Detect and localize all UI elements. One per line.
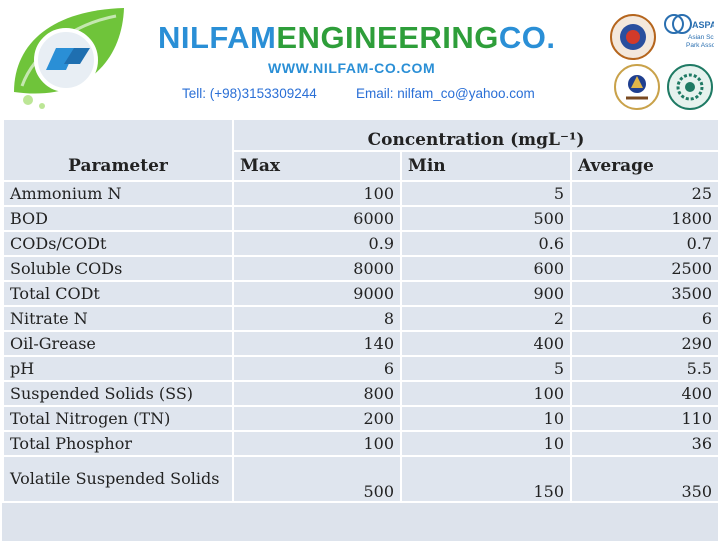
average-value: 1800 xyxy=(569,205,718,232)
column-header-average: Average xyxy=(569,150,718,182)
svg-text:Park Association: Park Association xyxy=(686,42,714,49)
website-link[interactable]: WWW.NILFAM-CO.COM xyxy=(268,60,436,76)
email-address[interactable]: Email: nilfam_co@yahoo.com xyxy=(356,86,535,101)
company-title-part1: NILFAM xyxy=(158,20,277,55)
company-title-part3: CO. xyxy=(498,20,556,55)
max-value: 500 xyxy=(232,455,402,503)
concentration-table: Parameter Concentration (mgL⁻¹) Max Min … xyxy=(2,118,718,503)
svg-text:Asian Science: Asian Science xyxy=(688,34,714,41)
min-value: 5 xyxy=(400,180,572,207)
table-row: Total Phosphor 100 10 36 xyxy=(2,430,718,457)
table-row: Suspended Solids (SS) 800 100 400 xyxy=(2,380,718,407)
park-emblem-icon xyxy=(614,64,660,110)
company-logo-icon xyxy=(14,8,124,109)
table-row: BOD 6000 500 1800 xyxy=(2,205,718,232)
table-row: CODs/CODt 0.9 0.6 0.7 xyxy=(2,230,718,257)
parameter-header: Parameter xyxy=(2,118,234,182)
max-value: 8000 xyxy=(232,255,402,282)
table-row: Oil-Grease 140 400 290 xyxy=(2,330,718,357)
max-value: 8 xyxy=(232,305,402,332)
science-park-emblem-icon xyxy=(667,64,713,110)
average-value: 2500 xyxy=(569,255,718,282)
table-row: Ammonium N 100 5 25 xyxy=(2,180,718,207)
concentration-header: Concentration (mgL⁻¹) xyxy=(231,118,718,152)
average-value: 290 xyxy=(569,330,718,357)
parameter-name: BOD xyxy=(2,205,234,232)
company-title: NILFAMENGINEERINGCO. xyxy=(158,20,556,56)
average-value: 36 xyxy=(569,430,718,457)
table-row: Soluble CODs 8000 600 2500 xyxy=(2,255,718,282)
header: NILFAMENGINEERINGCO. WWW.NILFAM-CO.COM T… xyxy=(0,0,718,118)
average-value: 0.7 xyxy=(569,230,718,257)
table-row: Volatile Suspended Solids 500 150 350 xyxy=(2,455,718,503)
min-value: 10 xyxy=(400,405,572,432)
parameter-name: Volatile Suspended Solids xyxy=(2,455,234,503)
average-value: 110 xyxy=(569,405,718,432)
parameter-name: Ammonium N xyxy=(2,180,234,207)
company-title-part2: ENGINEERING xyxy=(276,20,499,55)
max-value: 9000 xyxy=(232,280,402,307)
column-header-max: Max xyxy=(232,150,402,182)
min-value: 400 xyxy=(400,330,572,357)
average-value: 350 xyxy=(569,455,718,503)
wastewater-table-container: Parameter Concentration (mgL⁻¹) Max Min … xyxy=(2,118,718,541)
table-row: Total CODt 9000 900 3500 xyxy=(2,280,718,307)
table-row: Total Nitrogen (TN) 200 10 110 xyxy=(2,405,718,432)
min-value: 100 xyxy=(400,380,572,407)
column-header-min: Min xyxy=(400,150,572,182)
average-value: 400 xyxy=(569,380,718,407)
parameter-name: Total Phosphor xyxy=(2,430,234,457)
parameter-name: pH xyxy=(2,355,234,382)
phone-number: Tell: (+98)3153309244 xyxy=(182,86,317,101)
average-value: 5.5 xyxy=(569,355,718,382)
table-row: pH 6 5 5.5 xyxy=(2,355,718,382)
parameter-name: Oil-Grease xyxy=(2,330,234,357)
max-value: 800 xyxy=(232,380,402,407)
average-value: 3500 xyxy=(569,280,718,307)
parameter-name: Nitrate N xyxy=(2,305,234,332)
min-value: 900 xyxy=(400,280,572,307)
association-seal-icon xyxy=(610,14,656,60)
parameter-name: Suspended Solids (SS) xyxy=(2,380,234,407)
max-value: 140 xyxy=(232,330,402,357)
max-value: 6000 xyxy=(232,205,402,232)
min-value: 2 xyxy=(400,305,572,332)
average-value: 25 xyxy=(569,180,718,207)
parameter-name: CODs/CODt xyxy=(2,230,234,257)
min-value: 0.6 xyxy=(400,230,572,257)
max-value: 0.9 xyxy=(232,230,402,257)
min-value: 5 xyxy=(400,355,572,382)
min-value: 600 xyxy=(400,255,572,282)
max-value: 6 xyxy=(232,355,402,382)
parameter-name: Soluble CODs xyxy=(2,255,234,282)
parameter-name: Total CODt xyxy=(2,280,234,307)
max-value: 200 xyxy=(232,405,402,432)
aspa-logo-icon: ASPA Asian Science Park Association xyxy=(662,12,714,56)
average-value: 6 xyxy=(569,305,718,332)
min-value: 500 xyxy=(400,205,572,232)
parameter-name: Total Nitrogen (TN) xyxy=(2,405,234,432)
min-value: 10 xyxy=(400,430,572,457)
min-value: 150 xyxy=(400,455,572,503)
max-value: 100 xyxy=(232,180,402,207)
aspa-logo-text: ASPA xyxy=(692,20,714,30)
max-value: 100 xyxy=(232,430,402,457)
